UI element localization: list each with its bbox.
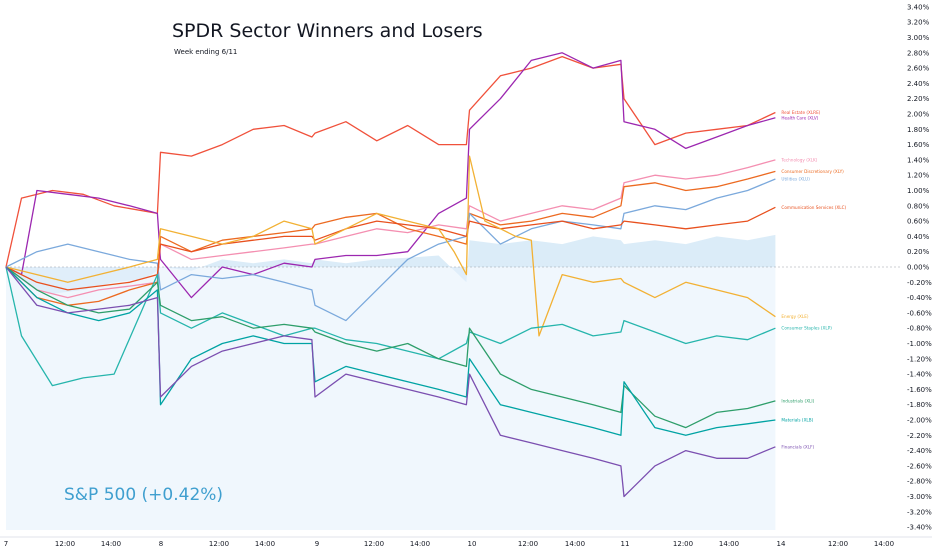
- x-tick-label: 12:00: [673, 540, 693, 548]
- y-tick-label: 0.80%: [907, 202, 930, 210]
- x-tick-label: 14:00: [101, 540, 121, 548]
- y-tick-label: -0.40%: [907, 294, 932, 302]
- x-tick-label: 14:00: [255, 540, 275, 548]
- y-tick-label: -1.00%: [907, 340, 932, 348]
- y-tick-label: -1.60%: [907, 386, 932, 394]
- series-label-financials-xlf: Financials (XLF): [781, 444, 814, 449]
- series-line-communication-services-xlc: [5, 206, 776, 291]
- x-tick-label: 12:00: [828, 540, 848, 548]
- y-tick-label: -2.40%: [907, 447, 932, 455]
- y-tick-label: 1.00%: [907, 187, 930, 195]
- chart-subtitle: Week ending 6/11: [174, 48, 237, 56]
- y-tick-label: 2.60%: [907, 65, 930, 73]
- series-line-energy-xle: [5, 155, 776, 337]
- x-tick-label: 12:00: [364, 540, 384, 548]
- series-label-communication-services-xlc: Communication Services (XLC): [781, 205, 846, 210]
- series-line-financials-xlf: [5, 266, 776, 498]
- series-label-health-care-xlv: Health Care (XLV): [781, 115, 818, 120]
- series-label-energy-xle: Energy (XLE): [781, 314, 808, 319]
- y-tick-label: 0.60%: [907, 218, 930, 226]
- y-tick-label: -1.20%: [907, 355, 932, 363]
- series-line-materials-xlb: [5, 266, 776, 436]
- series-line-real-estate-xlre: [5, 55, 776, 268]
- y-tick-label: 0.40%: [907, 233, 930, 241]
- y-tick-label: -3.40%: [907, 524, 932, 532]
- y-axis: 3.40% 3.20% 3.00% 2.80% 2.60% 2.40% 2.20% 2.00%…: [907, 3, 932, 531]
- x-tick-label: 12:00: [209, 540, 229, 548]
- y-tick-label: 3.20%: [907, 19, 930, 27]
- x-tick-label: 14:00: [874, 540, 894, 548]
- series-labels: Real Estate (XLRE)Health Care (XLV) Techn…: [780, 110, 846, 449]
- series-line-consumer-discretionary-xly: [5, 170, 776, 306]
- chart-title: SPDR Sector Winners and Losers: [172, 20, 483, 42]
- x-tick-label: 9: [315, 540, 319, 548]
- y-tick-label: -3.00%: [907, 493, 932, 501]
- x-tick-label: 14:00: [410, 540, 430, 548]
- y-tick-label: 3.40%: [907, 3, 930, 11]
- y-tick-label: -1.80%: [907, 401, 932, 409]
- benchmark-band: [6, 267, 776, 530]
- series-line-health-care-xlv: [5, 52, 776, 299]
- y-tick-label: 0.00%: [907, 264, 930, 272]
- y-tick-label: -3.20%: [907, 508, 932, 516]
- x-tick-label: 14: [777, 540, 786, 548]
- y-tick-label: 1.60%: [907, 141, 930, 149]
- y-tick-label: 1.20%: [907, 172, 930, 180]
- x-tick-label: 11: [621, 540, 630, 548]
- benchmark-area: [6, 234, 776, 294]
- y-tick-label: -1.40%: [907, 371, 932, 379]
- y-tick-label: -0.60%: [907, 309, 932, 317]
- x-tick-label: 12:00: [518, 540, 538, 548]
- y-tick-label: 1.80%: [907, 126, 930, 134]
- y-tick-label: 2.80%: [907, 49, 930, 57]
- benchmark-label: S&P 500 (+0.42%): [64, 485, 223, 505]
- series-label-consumer-staples-xlp: Consumer Staples (XLP): [781, 326, 832, 331]
- x-axis: 7 12:00 14:00 8 12:00 14:00 9 12:00 14:00 10 12:00…: [0, 536, 932, 548]
- series-label-consumer-discretionary-xly: Consumer Discretionary (XLY): [781, 169, 844, 174]
- x-tick-label: 12:00: [55, 540, 75, 548]
- y-tick-label: -0.80%: [907, 325, 932, 333]
- y-tick-label: -2.80%: [907, 478, 932, 486]
- series-label-utilities-xlu: Utilities (XLU): [781, 177, 810, 182]
- y-tick-label: 0.20%: [907, 248, 930, 256]
- x-tick-label: 14:00: [565, 540, 585, 548]
- series-label-materials-xlb: Materials (XLB): [781, 418, 813, 423]
- y-tick-label: -2.20%: [907, 432, 932, 440]
- x-tick-label: 10: [468, 540, 477, 548]
- y-tick-label: 1.40%: [907, 156, 930, 164]
- series-label-real-estate-xlre: Real Estate (XLRE): [781, 110, 820, 115]
- series-label-industrials-xli: Industrials (XLI): [781, 398, 814, 403]
- series-label-technology-xlk: Technology (XLK): [780, 157, 817, 162]
- x-tick-label: 14:00: [719, 540, 739, 548]
- series-layer: [5, 52, 776, 498]
- x-tick-label: 7: [4, 540, 8, 548]
- x-tick-label: 8: [159, 540, 163, 548]
- series-line-industrials-xli: [5, 266, 776, 429]
- y-tick-label: 3.00%: [907, 34, 930, 42]
- series-line-utilities-xlu: [5, 178, 776, 322]
- y-tick-label: -2.60%: [907, 462, 932, 470]
- y-tick-label: -0.20%: [907, 279, 932, 287]
- y-tick-label: 2.00%: [907, 111, 930, 119]
- benchmark-area-layer: [6, 234, 776, 530]
- y-tick-label: 2.40%: [907, 80, 930, 88]
- y-tick-label: 2.20%: [907, 95, 930, 103]
- y-tick-label: -2.00%: [907, 417, 932, 425]
